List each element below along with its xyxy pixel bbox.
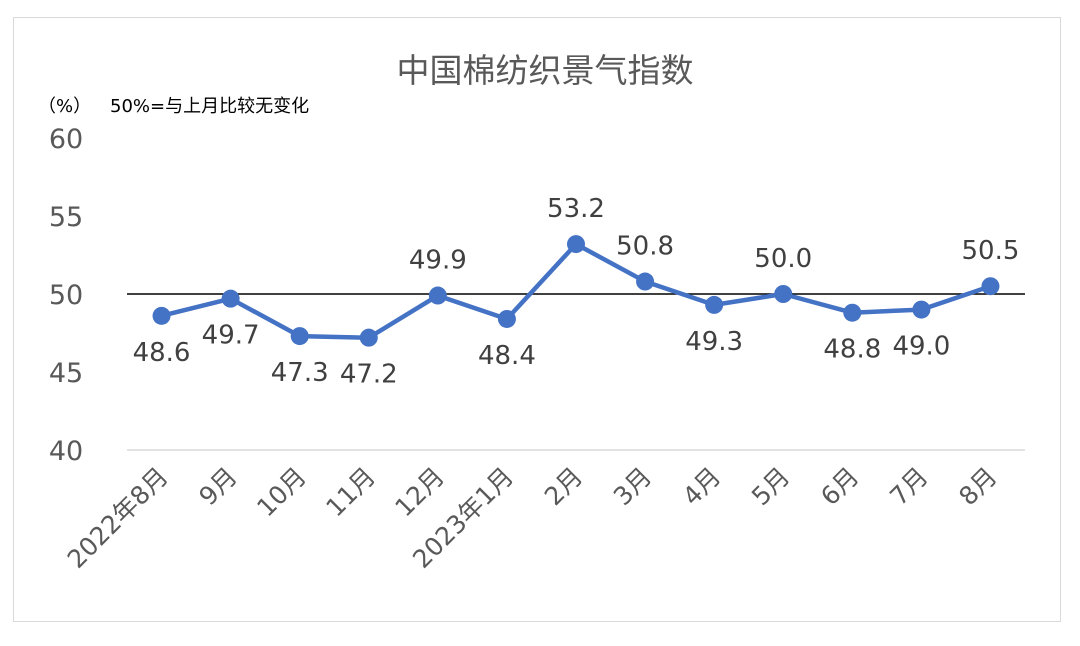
x-tick-label: 4月 (677, 462, 726, 511)
x-tick-label: 5月 (746, 462, 795, 511)
x-tick-label: 8月 (953, 462, 1002, 511)
x-tick-label: 2022年8月 (62, 462, 174, 574)
data-label: 48.4 (478, 341, 536, 371)
y-tick-label: 60 (49, 124, 83, 155)
y-tick-label: 50 (49, 280, 83, 311)
data-label: 48.6 (133, 338, 191, 368)
data-label: 49.7 (202, 321, 260, 351)
data-point (912, 300, 931, 319)
data-point (428, 286, 447, 305)
data-point (359, 328, 378, 347)
data-label: 49.3 (685, 327, 743, 357)
data-label: 49.0 (892, 332, 950, 362)
data-label: 49.9 (409, 246, 467, 276)
x-tick-label: 10月 (251, 462, 312, 523)
data-point (290, 327, 309, 346)
data-point (774, 285, 793, 303)
x-tick-label: 12月 (389, 462, 450, 523)
y-unit-label: （%） (38, 96, 91, 117)
x-tick-label: 3月 (608, 462, 657, 511)
chart-title: 中国棉纺织景气指数 (397, 51, 694, 90)
data-label: 53.2 (547, 194, 605, 224)
data-point (843, 303, 862, 322)
data-label: 48.8 (823, 335, 881, 365)
y-tick-labels: 60 55 50 45 40 (49, 124, 83, 467)
data-point (705, 295, 724, 314)
x-tick-label: 9月 (193, 462, 242, 511)
data-point (221, 289, 240, 308)
data-point (567, 235, 585, 254)
data-point (152, 306, 171, 325)
data-label: 47.2 (340, 360, 398, 390)
data-label: 50.5 (962, 236, 1020, 266)
data-label: 50.0 (754, 244, 812, 274)
x-tick-label: 2月 (539, 462, 588, 511)
data-label: 50.8 (616, 232, 674, 262)
x-tick-label: 6月 (815, 462, 864, 511)
x-tick-label: 11月 (320, 462, 381, 523)
data-point (636, 272, 655, 291)
series-line (159, 241, 993, 340)
chart-frame (13, 17, 1061, 622)
series-group (152, 235, 1000, 347)
data-point (497, 309, 516, 328)
y-tick-label: 40 (49, 436, 83, 467)
data-labels: 48.6 49.7 47.3 47.2 49.9 48.4 53.2 50.8 49.3 50.0… (133, 194, 1020, 390)
chart-note: 50%=与上月比较无变化 (110, 96, 309, 117)
x-tick-label: 7月 (884, 462, 933, 511)
data-point (981, 277, 1000, 296)
y-tick-label: 45 (49, 358, 83, 389)
data-label: 47.3 (271, 358, 329, 388)
y-tick-label: 55 (49, 202, 83, 233)
